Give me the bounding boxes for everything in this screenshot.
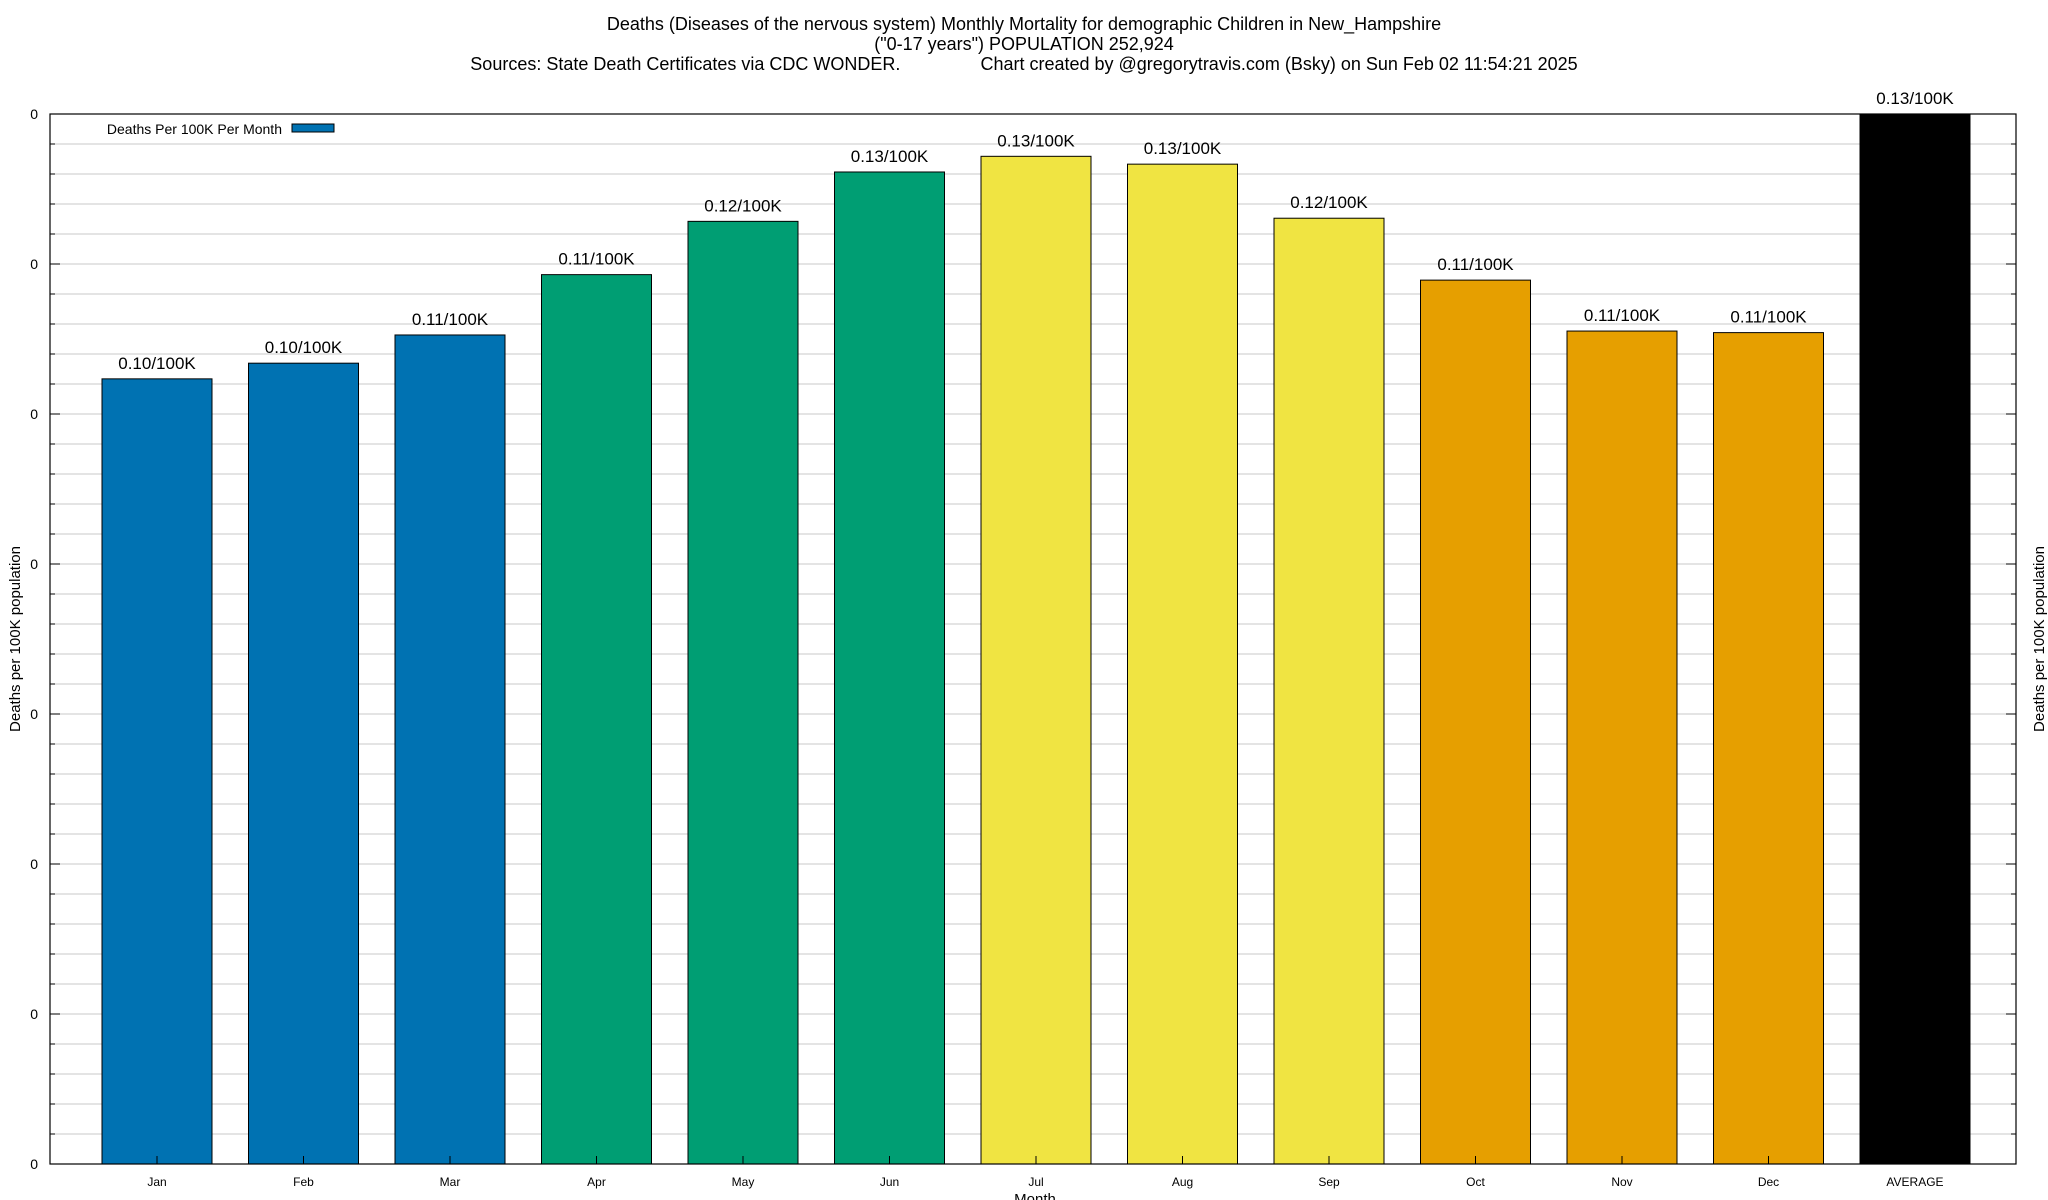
bar-feb [248,362,359,1165]
x-tick-label: AVERAGE [1886,1175,1943,1189]
bar-average [1859,113,1971,1165]
legend: Deaths Per 100K Per Month [107,121,335,137]
data-label: 0.10/100K [118,354,196,373]
y-axis-label-right: Deaths per 100K population [2031,546,2048,732]
bar-jan [101,378,213,1165]
legend-label: Deaths Per 100K Per Month [107,121,282,137]
x-tick-label: Jan [147,1175,166,1189]
legend-swatch [291,123,335,133]
y-tick-label: 0 [30,706,38,722]
y-tick-label: 0 [30,856,38,872]
x-axis-label: Month [1014,1191,1056,1200]
chart-source-line: Sources: State Death Certificates via CD… [470,54,1578,74]
chart-titles: Deaths (Diseases of the nervous system) … [0,14,2048,74]
y-tick-label: 0 [30,1006,38,1022]
x-tick-label: Dec [1758,1175,1779,1189]
bar-nov [1566,330,1678,1165]
bar-sep [1273,217,1385,1165]
y-tick-label: 0 [30,556,38,572]
x-tick-label: Apr [587,1175,606,1189]
data-label: 0.10/100K [265,338,343,357]
bars [101,113,1971,1165]
bar-oct [1420,279,1531,1165]
data-label: 0.11/100K [1437,255,1514,274]
y-axis-ticks: 0 0 0 0 0 0 0 0 [30,106,2016,1172]
data-label: 0.13/100K [997,131,1075,150]
data-label: 0.12/100K [704,196,782,215]
data-label: 0.11/100K [1584,306,1661,325]
bar-may [687,220,799,1165]
y-axis-label: Deaths per 100K population [7,546,24,732]
data-label: 0.13/100K [1144,139,1222,158]
bar-mar [394,334,506,1165]
bar-dec [1713,332,1824,1165]
chart-subtitle: ("0-17 years") POPULATION 252,924 [874,34,1174,54]
y-tick-label: 0 [30,1156,38,1172]
bar-jul [980,155,1092,1165]
x-tick-label: Jul [1028,1175,1043,1189]
x-tick-label: Mar [440,1175,461,1189]
x-tick-label: Aug [1172,1175,1193,1189]
x-tick-label: Nov [1611,1175,1632,1189]
plot-frame [49,113,2017,1165]
y-tick-label: 0 [30,406,38,422]
bar-apr [541,274,652,1165]
x-tick-label: May [732,1175,755,1189]
x-axis-ticks: Jan Feb Mar Apr May Jun Jul Aug Sep Oct Nov Dec AVER… [147,1156,1944,1189]
bar-aug [1127,163,1238,1165]
x-tick-label: Feb [293,1175,314,1189]
bar-jun [834,171,945,1165]
data-label: 0.13/100K [851,147,929,166]
data-label: 0.11/100K [412,310,489,329]
x-tick-label: Jun [880,1175,899,1189]
data-label: 0.11/100K [1730,308,1807,327]
data-label: 0.13/100K [1876,89,1954,108]
chart-title: Deaths (Diseases of the nervous system) … [606,14,1442,34]
x-tick-label: Oct [1466,1175,1485,1189]
data-labels: 0.10/100K 0.10/100K 0.11/100K 0.11/100K 0.12… [118,89,1954,373]
x-tick-label: Sep [1318,1175,1340,1189]
y-tick-label: 0 [30,256,38,272]
y-tick-label: 0 [30,106,38,122]
data-label: 0.11/100K [558,250,635,269]
data-label: 0.12/100K [1290,193,1368,212]
